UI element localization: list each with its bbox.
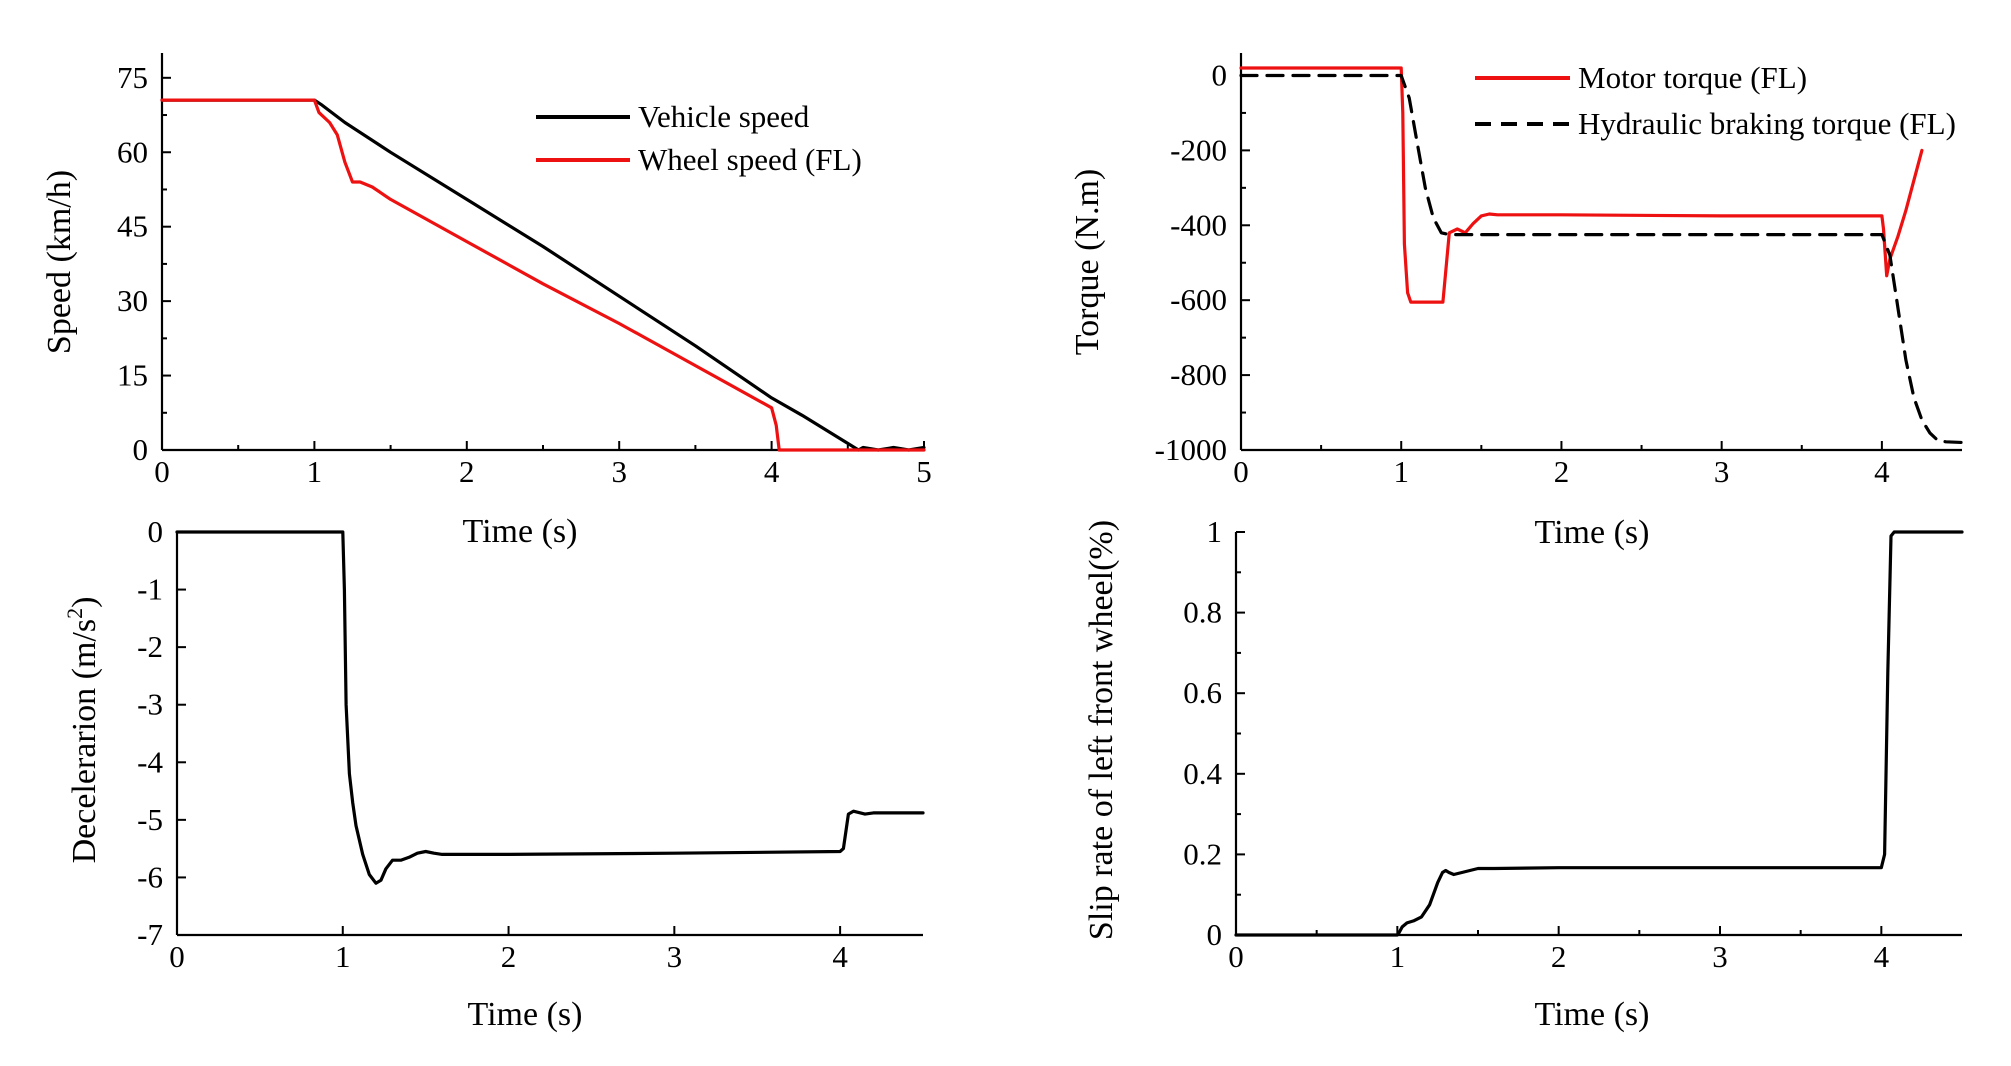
legend-hydraulic-torque: Hydraulic braking torque (FL) [1578, 106, 1956, 141]
torque-y-tick-label: -1000 [1155, 432, 1227, 467]
speed-x-tick-label: 1 [307, 454, 323, 489]
speed-y-label: Speed (km/h) [41, 170, 78, 354]
torque-x-label: Time (s) [1535, 514, 1650, 551]
legend-vehicle-speed: Vehicle speed [638, 99, 810, 134]
slip-x-tick-label: 0 [1228, 939, 1244, 974]
speed-x-label: Time (s) [463, 513, 578, 550]
slip-y-tick-label: 0.4 [1183, 756, 1222, 791]
torque-y-tick-label: 0 [1212, 57, 1228, 92]
torque-y-tick-label: -600 [1170, 282, 1227, 317]
speed-x-tick-label: 2 [459, 454, 475, 489]
deceleration-y-tick-label: -7 [137, 917, 163, 952]
speed-y-tick-label: 45 [117, 209, 148, 244]
deceleration-y-tick-label: -6 [137, 859, 163, 894]
slip-x-tick-label: 2 [1551, 939, 1567, 974]
slip-x-tick-label: 4 [1874, 939, 1890, 974]
torque-y-label: Torque (N.m) [1069, 169, 1106, 355]
legend-motor-torque: Motor torque (FL) [1578, 60, 1807, 95]
decel-ticks: 0 1 2 3 4 0 -1 -2 -3 -4 -5 -6 -7 [137, 514, 848, 974]
slip-series [1234, 530, 1964, 937]
slip-y-label: Slip rate of left front wheel(%) [1083, 520, 1120, 940]
slip-x-tick-label: 3 [1712, 939, 1728, 974]
deceleration-y-tick-label: 0 [148, 514, 164, 549]
legend-wheel-speed: Wheel speed (FL) [638, 142, 862, 177]
torque-x-tick-label: 4 [1874, 454, 1890, 489]
torque-series [1239, 66, 1964, 445]
torque-series-1 [1239, 73, 1964, 445]
speed-y-tick-label: 75 [117, 60, 148, 95]
torque-y-tick-label: -800 [1170, 357, 1227, 392]
torque-y-tick-label: -400 [1170, 207, 1227, 242]
speed-y-tick-label: 0 [133, 432, 149, 467]
slip-series-0 [1234, 530, 1964, 937]
slip-y-tick-label: 1 [1207, 514, 1223, 549]
torque-series-0 [1239, 66, 1924, 304]
slip-y-tick-label: 0 [1207, 917, 1223, 952]
deceleration-y-tick-label: -1 [137, 572, 163, 607]
speed-x-tick-label: 5 [916, 454, 932, 489]
torque-ticks: 0 1 2 3 4 0 -200 -400 -600 -800 -1000 [1155, 57, 1890, 489]
deceleration-series-0 [175, 530, 925, 885]
speed-x-tick-label: 3 [611, 454, 627, 489]
torque-x-tick-label: 1 [1393, 454, 1409, 489]
deceleration-y-tick-label: -4 [137, 744, 163, 779]
slip-x-label: Time (s) [1535, 996, 1650, 1033]
deceleration-y-tick-label: -2 [137, 629, 163, 664]
torque-x-tick-label: 2 [1554, 454, 1570, 489]
speed-series-1 [160, 98, 926, 452]
deceleration-x-tick-label: 3 [667, 939, 683, 974]
deceleration-y-tick-label: -5 [137, 802, 163, 837]
speed-legend: Vehicle speed Wheel speed (FL) [536, 99, 862, 177]
torque-x-tick-label: 3 [1714, 454, 1730, 489]
slip-y-tick-label: 0.8 [1183, 595, 1222, 630]
torque-legend: Motor torque (FL) Hydraulic braking torq… [1475, 60, 1956, 141]
deceleration-y-tick-label: -3 [137, 687, 163, 722]
deceleration-x-tick-label: 4 [832, 939, 848, 974]
decel-y-label-main: Decelerarion (m/s [66, 619, 103, 864]
speed-x-tick-label: 4 [764, 454, 780, 489]
decel-y-label: Decelerarion (m/s2) [62, 597, 103, 864]
deceleration-x-tick-label: 2 [501, 939, 517, 974]
decel-y-label-end: ) [66, 597, 103, 608]
slip-y-tick-label: 0.2 [1183, 836, 1222, 871]
deceleration-x-tick-label: 0 [169, 939, 185, 974]
deceleration-x-tick-label: 1 [335, 939, 351, 974]
torque-panel: 0 1 2 3 40-200-400-600-800-1000 Time (s) Tor… [1069, 53, 1964, 551]
slip-ticks: 0 1 2 3 4 0 0.2 0.4 0.6 0.8 1 [1183, 514, 1889, 974]
deceleration-panel: 0 1 2 3 4 0 -1 -2 -3 -4 -5 -6 -7 Time (s) Decelerari… [62, 514, 925, 1033]
torque-y-tick-label: -200 [1170, 132, 1227, 167]
speed-y-tick-label: 30 [117, 283, 148, 318]
slip-panel: 0 1 2 3 4 0 0.2 0.4 0.6 0.8 1 Time (s) Slip rate o… [1083, 514, 1964, 1033]
slip-x-tick-label: 1 [1390, 939, 1406, 974]
slip-y-tick-label: 0.6 [1183, 675, 1222, 710]
torque-x-tick-label: 0 [1233, 454, 1249, 489]
speed-x-tick-label: 0 [154, 454, 170, 489]
speed-series [160, 98, 926, 452]
decel-x-label: Time (s) [468, 996, 583, 1033]
speed-y-tick-label: 60 [117, 134, 148, 169]
decel-series [175, 530, 925, 885]
speed-y-tick-label: 15 [117, 358, 148, 393]
decel-y-label-sup: 2 [62, 608, 87, 619]
